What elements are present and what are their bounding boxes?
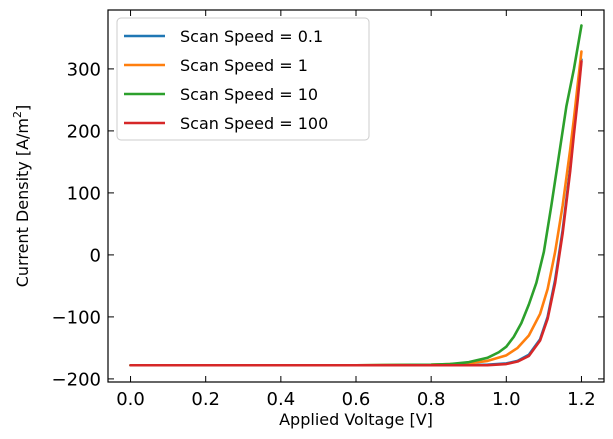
x-tick-label: 1.2 <box>567 389 596 410</box>
legend-entry-label: Scan Speed = 10 <box>180 85 318 104</box>
y-axis-ticks: −200 −100 0 100 200 300 <box>52 59 604 390</box>
x-axis-ticks: 0.0 0.2 0.4 0.6 0.8 1.0 1.2 <box>116 10 596 410</box>
legend-entry-label: Scan Speed = 100 <box>180 114 328 133</box>
x-axis-label: Applied Voltage [V] <box>279 410 433 429</box>
y-tick-label: 100 <box>67 183 101 204</box>
x-tick-label: 0.0 <box>116 389 145 410</box>
y-tick-label: −100 <box>52 307 101 328</box>
y-tick-label: 300 <box>67 59 101 80</box>
y-axis-label-main: Current Density [A/m <box>13 118 32 287</box>
legend: Scan Speed = 0.1 Scan Speed = 1 Scan Speed… <box>116 17 370 141</box>
y-axis-label: Current Density [A/m2] <box>11 105 32 288</box>
x-tick-label: 0.2 <box>191 389 220 410</box>
y-tick-label: 0 <box>90 245 101 266</box>
y-tick-label: 200 <box>67 121 101 142</box>
series-lines <box>129 24 583 367</box>
x-tick-label: 0.6 <box>342 389 371 410</box>
x-tick-label: 0.4 <box>267 389 296 410</box>
series-line-3 <box>129 60 583 367</box>
y-axis-label-end: ] <box>13 105 32 111</box>
legend-box <box>116 17 370 141</box>
legend-entry-label: Scan Speed = 1 <box>180 56 308 75</box>
y-tick-label: −200 <box>52 369 101 390</box>
x-tick-label: 0.8 <box>417 389 446 410</box>
y-axis-label-superscript: 2 <box>11 111 24 118</box>
x-tick-label: 1.0 <box>492 389 521 410</box>
legend-items: Scan Speed = 0.1 Scan Speed = 1 Scan Speed… <box>124 27 328 133</box>
legend-entry-label: Scan Speed = 0.1 <box>180 27 323 46</box>
